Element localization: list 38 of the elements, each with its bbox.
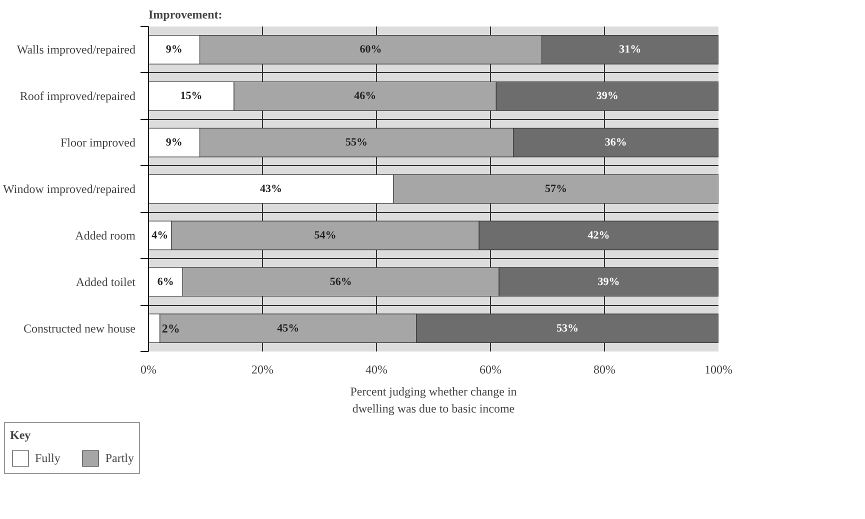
y-tick-label: Constructed new house — [24, 321, 136, 336]
x-axis-title: Percent judging whether change in dwelling was due to basic income — [350, 384, 517, 416]
data-label: 43% — [260, 183, 282, 195]
legend-label: Fully — [35, 450, 60, 466]
y-tick-label: Added room — [75, 228, 136, 242]
y-tick-label: Window improved/repaired — [3, 182, 136, 196]
data-label: 4% — [152, 229, 168, 242]
data-label: 39% — [598, 276, 620, 288]
data-label: 9% — [166, 44, 182, 56]
legend-title: Key — [10, 428, 32, 443]
x-tick-label: 0% — [140, 362, 156, 376]
data-label: 56% — [330, 276, 352, 288]
legend-label: Partly — [105, 450, 134, 466]
x-tick-label: 20% — [252, 362, 274, 376]
data-label: 55% — [346, 136, 368, 149]
data-label: 53% — [556, 322, 578, 334]
x-tick-label: 80% — [594, 362, 616, 376]
data-label: 45% — [277, 322, 300, 334]
data-label: 46% — [354, 90, 376, 102]
data-label: 31% — [619, 44, 642, 56]
data-label: 57% — [545, 183, 568, 195]
y-tick-label: Walls improved/repaired — [16, 42, 136, 57]
data-label: 9% — [166, 136, 182, 149]
data-label: 2% — [162, 321, 180, 336]
data-label: 39% — [596, 90, 618, 102]
data-label: 36% — [604, 136, 627, 149]
data-label: 54% — [314, 229, 336, 242]
y-tick-label: Roof improved/repaired — [20, 89, 136, 104]
data-label: 15% — [180, 90, 202, 102]
x-tick-label: 40% — [366, 362, 388, 376]
x-tick-label: 60% — [480, 362, 502, 376]
y-axis-title: Improvement: — [148, 8, 222, 22]
data-label: 6% — [157, 276, 174, 288]
y-tick-label: Added toilet — [76, 274, 136, 289]
data-label: 60% — [360, 44, 382, 56]
x-tick-label: 100% — [704, 362, 732, 376]
data-label: 42% — [588, 229, 610, 242]
y-tick-label: Floor improved — [60, 136, 136, 150]
